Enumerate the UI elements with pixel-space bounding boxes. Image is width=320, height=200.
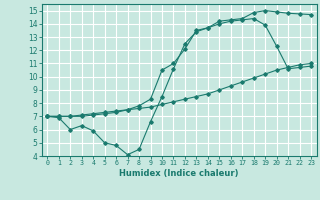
X-axis label: Humidex (Indice chaleur): Humidex (Indice chaleur) xyxy=(119,169,239,178)
